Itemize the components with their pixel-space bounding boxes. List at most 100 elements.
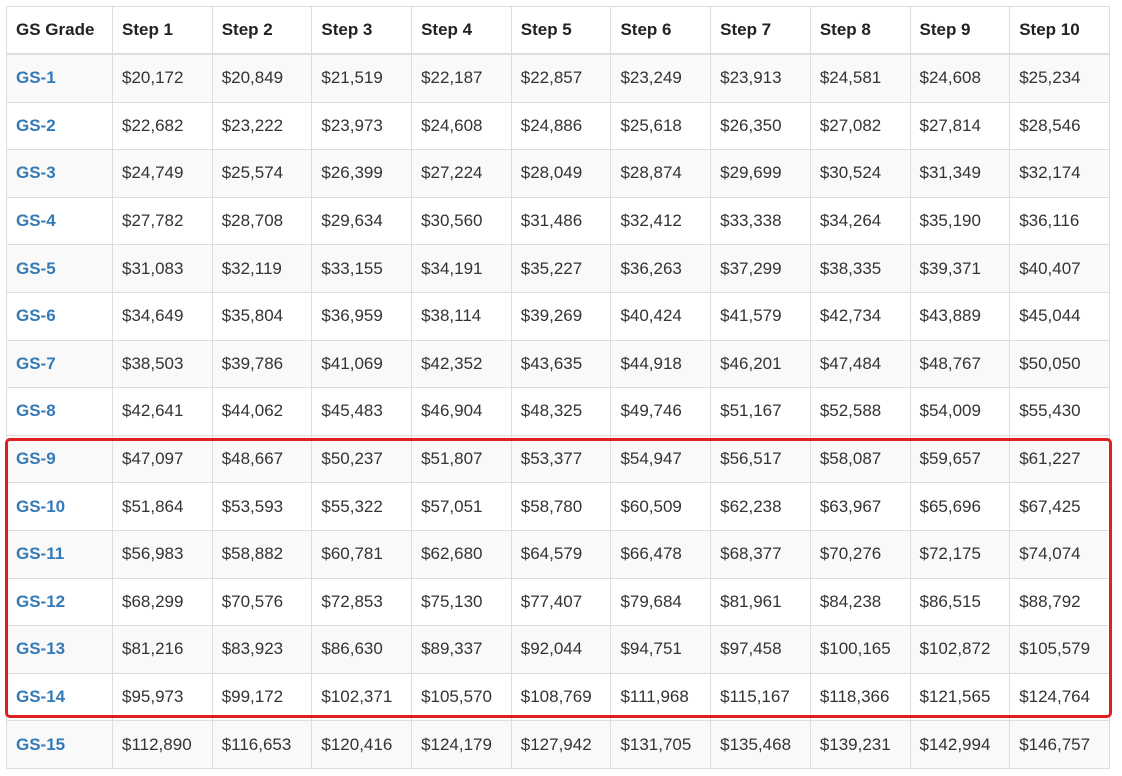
- gs-pay-table: GS Grade Step 1 Step 2 Step 3 Step 4 Ste…: [6, 6, 1110, 769]
- table-row: GS-12 $68,299 $70,576 $72,853 $75,130 $77,407…: [6, 577, 1110, 627]
- salary-cell: $120,416: [311, 720, 413, 769]
- salary-cell: $139,231: [809, 720, 911, 769]
- salary-cell: $97,458: [710, 625, 811, 674]
- salary-cell: $34,191: [411, 244, 512, 293]
- salary-cell: $42,734: [809, 291, 911, 341]
- salary-cell: $24,886: [510, 101, 612, 151]
- grade-link[interactable]: GS-9: [16, 449, 56, 469]
- salary-cell: $105,570: [411, 672, 512, 722]
- grade-link[interactable]: GS-15: [16, 734, 66, 754]
- grade-cell: GS-8: [6, 387, 113, 436]
- salary-cell: $62,680: [411, 529, 512, 579]
- grade-link[interactable]: GS-10: [16, 496, 66, 516]
- header-gs-grade: GS Grade: [6, 6, 113, 55]
- grade-link[interactable]: GS-8: [16, 401, 56, 421]
- grade-cell: GS-4: [6, 196, 113, 246]
- salary-cell: $39,371: [909, 244, 1011, 293]
- salary-cell: $60,509: [610, 482, 712, 531]
- salary-cell: $21,519: [311, 53, 413, 103]
- salary-cell: $43,889: [909, 291, 1011, 341]
- table-row: GS-7 $38,503 $39,786 $41,069 $42,352 $43,635 $…: [6, 339, 1110, 389]
- salary-cell: $59,657: [909, 434, 1011, 484]
- salary-cell: $44,062: [211, 387, 313, 436]
- salary-cell: $38,503: [112, 339, 213, 389]
- table-row: GS-14 $95,973 $99,172 $102,371 $105,570 $108,…: [6, 672, 1110, 722]
- salary-cell: $108,769: [510, 672, 612, 722]
- salary-cell: $22,187: [411, 53, 512, 103]
- table-row: GS-5 $31,083 $32,119 $33,155 $34,191 $35,227 $…: [6, 244, 1110, 293]
- salary-cell: $79,684: [610, 577, 712, 627]
- grade-cell: GS-7: [6, 339, 113, 389]
- grade-link[interactable]: GS-7: [16, 353, 56, 373]
- grade-link[interactable]: GS-4: [16, 211, 56, 231]
- header-step-2: Step 2: [211, 6, 313, 55]
- salary-cell: $124,179: [411, 720, 512, 769]
- salary-cell: $47,097: [112, 434, 213, 484]
- salary-cell: $121,565: [909, 672, 1011, 722]
- salary-cell: $20,849: [211, 53, 313, 103]
- grade-cell: GS-14: [6, 672, 113, 722]
- salary-cell: $54,947: [610, 434, 712, 484]
- salary-cell: $44,918: [610, 339, 712, 389]
- salary-cell: $111,968: [610, 672, 712, 722]
- grade-link[interactable]: GS-3: [16, 163, 56, 183]
- salary-cell: $41,579: [710, 291, 811, 341]
- salary-cell: $43,635: [510, 339, 612, 389]
- salary-cell: $53,377: [510, 434, 612, 484]
- salary-cell: $38,114: [411, 291, 512, 341]
- salary-cell: $29,634: [311, 196, 413, 246]
- salary-cell: $49,746: [610, 387, 712, 436]
- salary-cell: $100,165: [809, 625, 911, 674]
- salary-cell: $28,874: [610, 149, 712, 198]
- salary-cell: $25,234: [1009, 53, 1110, 103]
- header-step-9: Step 9: [909, 6, 1011, 55]
- salary-cell: $118,366: [809, 672, 911, 722]
- salary-cell: $56,983: [112, 529, 213, 579]
- salary-cell: $24,749: [112, 149, 213, 198]
- grade-link[interactable]: GS-2: [16, 115, 56, 135]
- salary-cell: $45,044: [1009, 291, 1110, 341]
- salary-cell: $46,201: [710, 339, 811, 389]
- salary-cell: $38,335: [809, 244, 911, 293]
- salary-cell: $30,560: [411, 196, 512, 246]
- salary-cell: $60,781: [311, 529, 413, 579]
- grade-link[interactable]: GS-13: [16, 639, 66, 659]
- salary-cell: $55,322: [311, 482, 413, 531]
- table-row: GS-3 $24,749 $25,574 $26,399 $27,224 $28,049 $…: [6, 149, 1110, 198]
- salary-cell: $131,705: [610, 720, 712, 769]
- salary-cell: $26,399: [311, 149, 413, 198]
- salary-cell: $56,517: [710, 434, 811, 484]
- grade-cell: GS-5: [6, 244, 113, 293]
- salary-cell: $26,350: [710, 101, 811, 151]
- salary-cell: $50,050: [1009, 339, 1110, 389]
- salary-cell: $33,155: [311, 244, 413, 293]
- salary-cell: $66,478: [610, 529, 712, 579]
- salary-cell: $29,699: [710, 149, 811, 198]
- salary-cell: $34,264: [809, 196, 911, 246]
- table-row: GS-8 $42,641 $44,062 $45,483 $46,904 $48,325 $…: [6, 387, 1110, 436]
- salary-cell: $62,238: [710, 482, 811, 531]
- header-step-3: Step 3: [311, 6, 413, 55]
- grade-link[interactable]: GS-1: [16, 68, 56, 88]
- salary-cell: $57,051: [411, 482, 512, 531]
- salary-cell: $95,973: [112, 672, 213, 722]
- salary-cell: $102,872: [909, 625, 1011, 674]
- header-step-1: Step 1: [112, 6, 213, 55]
- salary-cell: $135,468: [710, 720, 811, 769]
- salary-cell: $30,524: [809, 149, 911, 198]
- salary-cell: $58,882: [211, 529, 313, 579]
- salary-cell: $39,269: [510, 291, 612, 341]
- table-row: GS-1 $20,172 $20,849 $21,519 $22,187 $22,857 $…: [6, 53, 1110, 103]
- grade-link[interactable]: GS-11: [16, 544, 65, 564]
- salary-cell: $35,804: [211, 291, 313, 341]
- salary-cell: $88,792: [1009, 577, 1110, 627]
- salary-cell: $40,424: [610, 291, 712, 341]
- salary-cell: $63,967: [809, 482, 911, 531]
- salary-cell: $45,483: [311, 387, 413, 436]
- grade-link[interactable]: GS-5: [16, 258, 56, 278]
- grade-link[interactable]: GS-14: [16, 687, 66, 707]
- header-step-4: Step 4: [411, 6, 512, 55]
- salary-cell: $46,904: [411, 387, 512, 436]
- grade-link[interactable]: GS-12: [16, 591, 66, 611]
- grade-link[interactable]: GS-6: [16, 306, 56, 326]
